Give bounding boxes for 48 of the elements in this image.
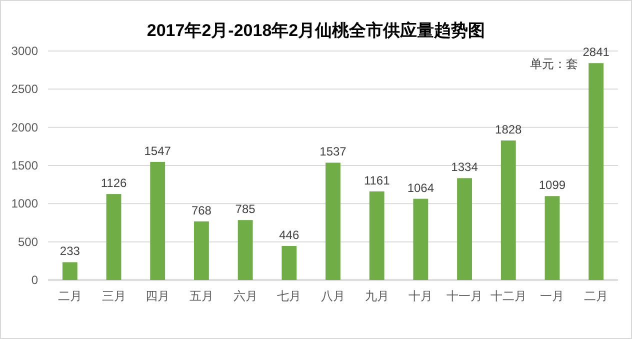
x-tick-label: 一月 bbox=[540, 289, 564, 303]
data-label: 446 bbox=[279, 228, 300, 242]
x-tick-label: 十一月 bbox=[446, 289, 483, 303]
bar bbox=[326, 162, 340, 280]
x-tick-label: 十月 bbox=[408, 289, 433, 303]
x-tick-label: 八月 bbox=[321, 289, 345, 303]
y-tick-label: 3000 bbox=[11, 44, 38, 58]
data-label: 1064 bbox=[407, 180, 434, 195]
bar bbox=[413, 198, 428, 280]
bar bbox=[282, 246, 297, 280]
bar bbox=[238, 220, 253, 280]
bar bbox=[457, 178, 472, 280]
x-tick-label: 二月 bbox=[584, 289, 608, 303]
x-tick-label: 十二月 bbox=[490, 289, 526, 303]
bar bbox=[588, 63, 604, 280]
x-tick-label: 四月 bbox=[146, 289, 170, 303]
x-tick-label: 六月 bbox=[233, 289, 258, 303]
data-label: 1334 bbox=[451, 160, 478, 174]
x-tick-label: 二月 bbox=[58, 289, 82, 303]
bar bbox=[106, 194, 122, 280]
data-label: 1126 bbox=[100, 176, 127, 190]
x-tick-label: 九月 bbox=[364, 289, 389, 303]
y-tick-label: 1500 bbox=[11, 158, 38, 172]
x-tick-label: 三月 bbox=[102, 289, 126, 303]
bar bbox=[369, 191, 384, 280]
data-label: 768 bbox=[191, 203, 212, 218]
y-tick-label: 500 bbox=[18, 234, 38, 249]
x-tick-label: 五月 bbox=[189, 289, 214, 303]
data-label: 1828 bbox=[495, 122, 522, 136]
x-tick-label: 七月 bbox=[277, 289, 302, 303]
data-label: 1161 bbox=[364, 173, 390, 188]
bar bbox=[194, 221, 209, 280]
data-label: 785 bbox=[235, 202, 256, 216]
bar bbox=[150, 162, 166, 280]
annotation: 单元：套 bbox=[530, 57, 578, 71]
data-label: 233 bbox=[60, 244, 80, 258]
data-label: 1099 bbox=[538, 178, 566, 192]
bar bbox=[500, 140, 516, 280]
data-label: 1537 bbox=[320, 144, 347, 159]
bar bbox=[62, 262, 78, 280]
y-tick-label: 2000 bbox=[11, 120, 38, 134]
y-tick-label: 1000 bbox=[11, 196, 38, 211]
bar bbox=[544, 196, 560, 280]
y-tick-label: 2500 bbox=[11, 82, 38, 96]
data-label: 2841 bbox=[582, 45, 610, 60]
chart-title: 2017年2月-2018年2月仙桃全市供应量趋势图 bbox=[146, 21, 486, 40]
y-tick-label: 0 bbox=[31, 273, 38, 287]
data-label: 1547 bbox=[144, 144, 172, 158]
